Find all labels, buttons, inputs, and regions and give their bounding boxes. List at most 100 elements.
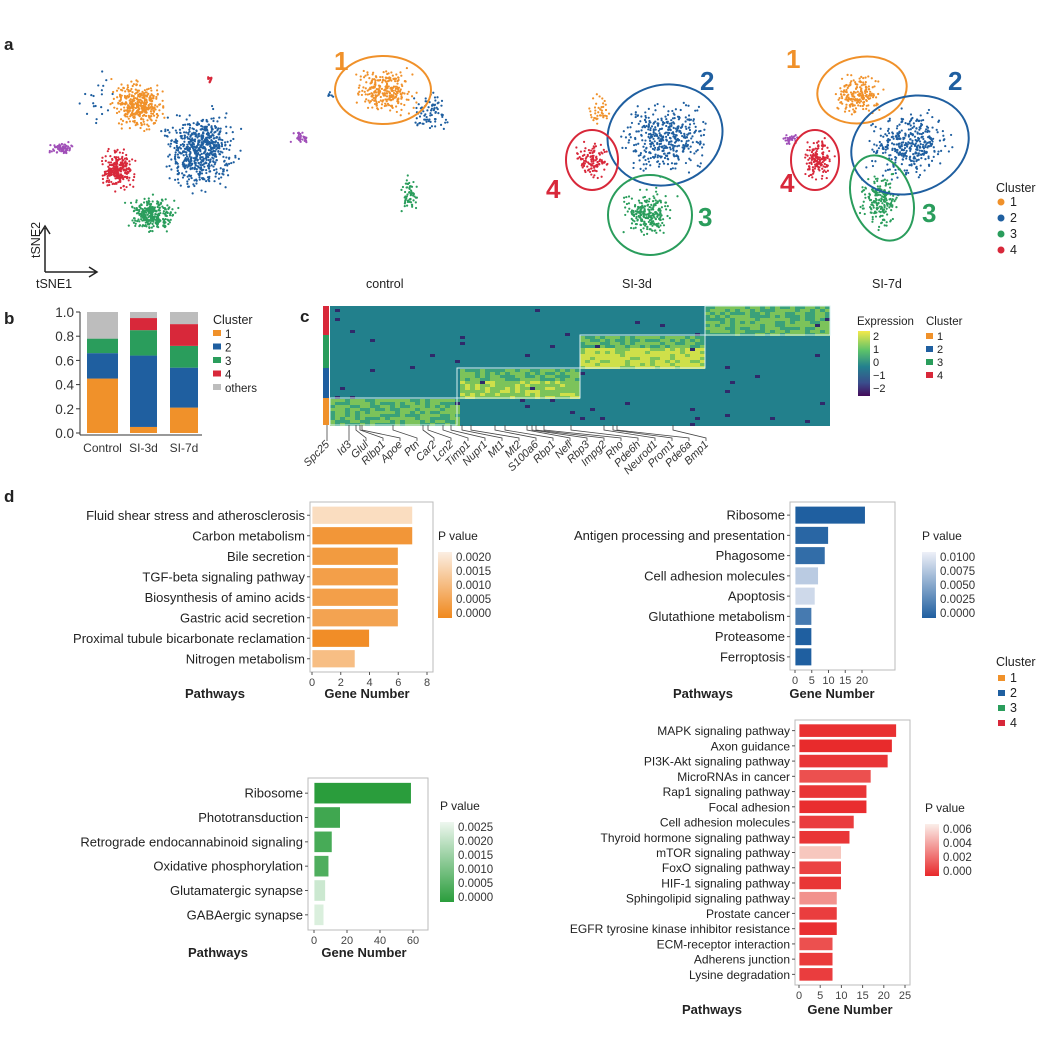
cell-point: [220, 176, 223, 179]
cell-point: [862, 103, 866, 106]
cell-point: [646, 227, 649, 231]
cell-point: [605, 117, 608, 120]
cell-point: [915, 146, 919, 149]
cell-point: [205, 138, 209, 141]
cell-point: [417, 103, 420, 106]
cell-point: [914, 138, 917, 142]
cell-point: [648, 219, 652, 222]
cell-point: [894, 158, 897, 162]
cell-point: [701, 146, 704, 149]
heatmap-cell: [825, 330, 830, 333]
heatmap-cell: [515, 309, 520, 312]
cell-point: [209, 160, 212, 163]
cell-point: [155, 89, 159, 92]
heatmap-cell: [425, 321, 430, 324]
cell-point: [687, 147, 690, 150]
heatmap-cell: [365, 315, 370, 318]
heatmap-cell: [545, 312, 550, 315]
cell-point: [411, 194, 415, 197]
cell-point: [149, 208, 152, 211]
cell-point: [690, 137, 693, 140]
cell-point: [874, 160, 877, 163]
heatmap-cell: [575, 306, 580, 309]
heatmap-cell: [740, 312, 745, 315]
cell-point: [219, 167, 222, 170]
heatmap-cell: [725, 315, 730, 318]
cell-point: [628, 207, 631, 210]
cell-point: [793, 137, 797, 140]
heatmap-cell: [585, 327, 590, 330]
heatmap-cell: [695, 318, 700, 321]
cell-point: [297, 131, 300, 134]
cell-point: [374, 79, 377, 82]
cell-point: [651, 207, 654, 210]
cell-point: [109, 102, 112, 106]
cell-point: [181, 142, 184, 146]
cell-point: [884, 133, 887, 136]
heatmap-cell: [380, 309, 385, 312]
cell-point: [143, 224, 146, 227]
heatmap-cell: [460, 318, 465, 321]
cell-point: [140, 203, 143, 206]
heatmap-cell: [640, 330, 645, 333]
heatmap-cell: [480, 333, 485, 336]
cell-point: [668, 141, 671, 144]
cell-point: [900, 107, 903, 110]
cell-point: [697, 105, 701, 108]
heatmap-cell: [595, 330, 600, 333]
cell-point: [122, 185, 125, 188]
heatmap-cell: [390, 333, 395, 336]
cell-point: [871, 159, 874, 163]
cell-point: [944, 144, 947, 148]
cell-point: [913, 144, 917, 147]
heatmap-cell: [750, 330, 755, 333]
cell-point: [869, 211, 872, 214]
legend-swatch: [213, 370, 221, 377]
cell-point: [147, 216, 150, 219]
cluster-ellipse: [607, 174, 693, 256]
cell-point: [409, 198, 412, 201]
cell-point: [647, 126, 650, 129]
heatmap-cell: [555, 309, 560, 312]
cell-point: [698, 143, 701, 146]
cell-point: [78, 102, 81, 105]
heatmap-cell: [755, 309, 760, 312]
heatmap-cell: [500, 321, 505, 324]
cell-point: [862, 77, 865, 80]
heatmap-cell: [500, 309, 505, 312]
heatmap-cell: [480, 309, 485, 312]
heatmap-cell: [750, 309, 755, 312]
heatmap-cell: [785, 309, 790, 312]
heatmap-cell: [790, 330, 795, 333]
cell-point: [415, 106, 418, 110]
cell-point: [125, 169, 128, 172]
heatmap-cell: [725, 318, 730, 321]
heatmap-cell: [490, 318, 495, 321]
cell-point: [358, 84, 361, 87]
cell-point: [925, 125, 929, 128]
heatmap-cell: [430, 327, 435, 330]
cell-point: [681, 123, 684, 127]
cell-point: [891, 132, 895, 135]
cell-point: [157, 225, 160, 229]
cell-point: [785, 134, 788, 137]
heatmap-cell: [405, 324, 410, 327]
heatmap-cell: [360, 321, 365, 324]
cell-point: [908, 163, 911, 167]
heatmap-cell: [730, 315, 735, 318]
cell-point: [675, 150, 678, 153]
cell-point: [647, 200, 651, 203]
heatmap-cell: [365, 321, 370, 324]
cell-point: [207, 131, 210, 134]
cell-point: [101, 163, 104, 166]
legend-item: 2: [1010, 211, 1017, 225]
cell-point: [643, 205, 646, 208]
heatmap-cell: [520, 324, 525, 327]
bar-segment: [170, 367, 198, 408]
cell-point: [359, 75, 362, 78]
heatmap-cell: [550, 312, 555, 315]
cell-point: [862, 81, 865, 84]
cell-point: [868, 88, 871, 91]
cell-point: [409, 201, 413, 204]
cell-point: [189, 143, 192, 146]
